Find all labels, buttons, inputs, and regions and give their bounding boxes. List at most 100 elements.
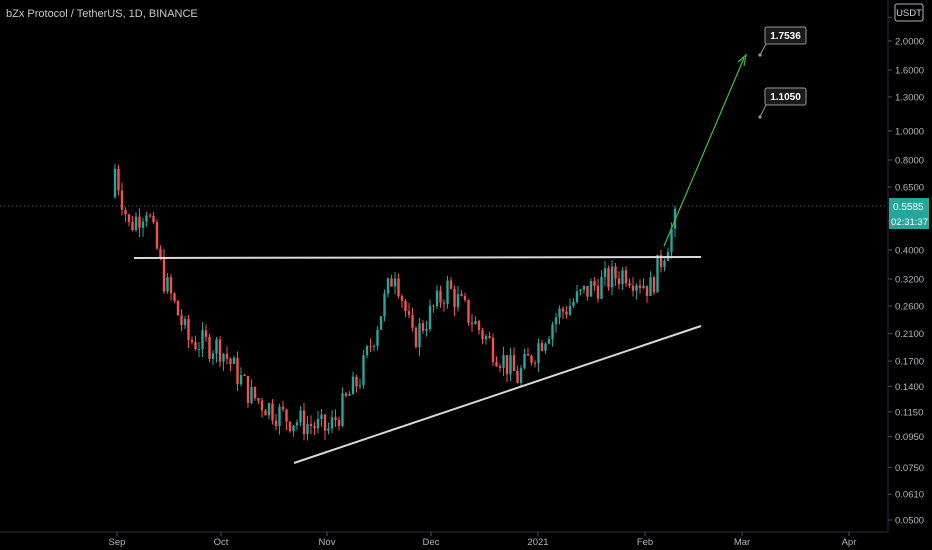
candle-body	[243, 375, 246, 377]
price-callout-2[interactable]: 1.1050	[758, 87, 807, 119]
candle-body	[603, 268, 607, 277]
candle-body	[159, 248, 162, 257]
candle-body	[523, 354, 526, 369]
candle-body	[635, 285, 638, 291]
candle-body	[411, 314, 414, 328]
y-tick-label: 0.4000	[895, 246, 924, 257]
candle-body	[302, 410, 306, 435]
candle-body	[498, 366, 502, 368]
candle-body	[365, 346, 369, 356]
candle-body	[397, 278, 400, 297]
candle-body	[166, 277, 169, 292]
y-tick-label: 0.0610	[895, 490, 924, 501]
x-tick-label: Sep	[109, 537, 126, 548]
candle-body	[320, 414, 323, 419]
candle-body	[449, 280, 453, 289]
candle-body	[442, 302, 446, 304]
candle-body	[558, 308, 561, 318]
candle-body	[589, 281, 593, 297]
candle-body	[579, 289, 582, 292]
candle-body	[141, 221, 145, 228]
ascending-trend-line[interactable]	[293, 325, 702, 464]
candle-body	[218, 339, 222, 362]
candle-body	[288, 421, 292, 432]
candle-body	[379, 316, 383, 330]
last-price-badge: 0.5585 02:31:37	[889, 198, 929, 229]
candle-body	[211, 353, 215, 359]
candle-body	[204, 330, 208, 337]
candle-body	[225, 353, 229, 359]
candle-body	[670, 228, 673, 253]
y-tick-label: 0.1150	[895, 407, 923, 418]
price-axis[interactable]: 2.40002.00001.60001.30001.00000.80000.65…	[888, 13, 924, 527]
candle-body	[313, 426, 316, 429]
candle-body	[197, 348, 201, 350]
candle-body	[474, 321, 477, 325]
candle-body	[162, 256, 166, 292]
candle-body	[264, 410, 267, 416]
price-callout-1[interactable]: 1.7536	[758, 26, 807, 57]
candle-body	[649, 277, 652, 296]
candle-body	[257, 398, 260, 401]
candle-body	[554, 317, 558, 325]
candle-body	[208, 336, 211, 359]
candle-body	[631, 285, 635, 291]
candle-body	[432, 305, 435, 307]
candle-body	[316, 418, 320, 429]
candle-body	[267, 403, 271, 416]
candle-body	[533, 362, 537, 364]
candle-body	[456, 294, 460, 308]
currency-badge-label: USDT	[896, 8, 922, 19]
price-callout-1-label: 1.7536	[770, 31, 801, 42]
y-tick-label: 1.3000	[895, 92, 924, 103]
candle-body	[467, 299, 470, 323]
candle-body	[596, 285, 600, 299]
candle-body	[309, 423, 313, 427]
candle-body	[383, 293, 386, 317]
candle-body	[572, 301, 575, 306]
x-tick-label: 2021	[527, 537, 548, 548]
candle-body	[155, 222, 159, 249]
x-tick-label: Apr	[842, 537, 857, 548]
candle-body	[624, 270, 628, 284]
candle-body	[586, 286, 589, 297]
candle-body	[232, 357, 236, 364]
candle-body	[292, 425, 295, 432]
candle-body	[148, 215, 152, 217]
candle-body	[372, 345, 376, 347]
candle-body	[414, 327, 418, 348]
chart-title: bZx Protocol / TetherUS, 1D, BINANCE	[6, 8, 198, 20]
horizontal-resistance-line[interactable]	[133, 256, 702, 259]
candle-body	[169, 277, 173, 294]
y-tick-label: 0.3200	[895, 274, 924, 285]
candle-body	[439, 290, 442, 303]
candle-body	[390, 278, 393, 287]
candle-body	[428, 305, 432, 330]
candle-body	[152, 216, 155, 223]
y-tick-label: 1.6000	[895, 65, 924, 76]
candle-body	[127, 214, 131, 222]
candle-body	[418, 323, 421, 348]
candle-body	[239, 375, 243, 385]
candle-body	[610, 266, 614, 288]
candle-body	[645, 285, 649, 296]
candle-body	[463, 295, 467, 300]
projection-arrow[interactable]	[663, 53, 747, 247]
candle-body	[593, 281, 596, 286]
candle-body	[190, 340, 194, 343]
candle-body	[663, 260, 666, 267]
candle-body	[526, 354, 530, 356]
time-axis[interactable]: Sep Oct Nov Dec 2021 Feb Mar Apr	[109, 532, 857, 548]
currency-badge[interactable]: USDT	[894, 3, 924, 22]
x-tick-label: Nov	[319, 537, 336, 548]
candle-body	[565, 311, 568, 315]
y-tick-label: 0.1400	[895, 382, 924, 393]
candle-body	[509, 355, 512, 375]
candle-body	[194, 342, 197, 350]
candle-body	[183, 318, 187, 326]
candle-body	[362, 355, 365, 386]
y-tick-label: 2.0000	[895, 37, 924, 48]
candle-body	[250, 386, 253, 404]
candle-body	[295, 422, 299, 426]
